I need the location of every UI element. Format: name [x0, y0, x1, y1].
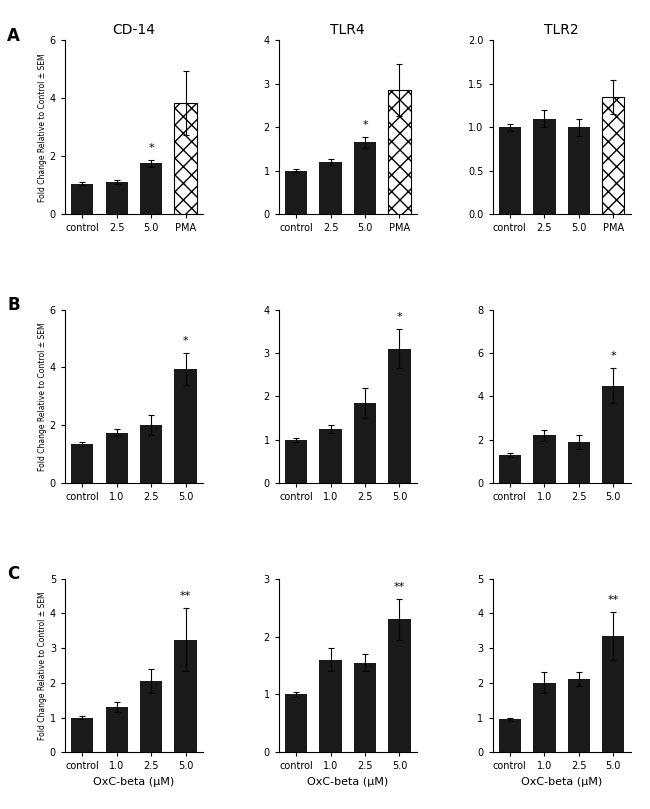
Bar	[533, 435, 556, 483]
Title: TLR2: TLR2	[544, 23, 579, 36]
Bar	[388, 91, 411, 214]
Text: B: B	[7, 296, 20, 314]
Bar	[105, 182, 128, 214]
Bar	[71, 718, 94, 752]
Text: **: **	[180, 591, 191, 601]
Bar	[319, 162, 342, 214]
Text: *: *	[362, 121, 368, 130]
Text: *: *	[610, 351, 616, 362]
X-axis label: OxC-beta (μM): OxC-beta (μM)	[94, 777, 175, 787]
Text: *: *	[183, 336, 188, 346]
Text: **: **	[394, 582, 405, 592]
Y-axis label: Fold Change Relative to Control ± SEM: Fold Change Relative to Control ± SEM	[38, 322, 47, 471]
Bar	[533, 119, 556, 214]
Bar	[567, 680, 590, 752]
Bar	[354, 142, 376, 214]
Bar	[388, 619, 411, 752]
Text: *: *	[396, 312, 402, 322]
Bar	[319, 429, 342, 483]
Bar	[567, 127, 590, 214]
Y-axis label: Fold Change Relative to Control ± SEM: Fold Change Relative to Control ± SEM	[38, 53, 47, 201]
Bar	[140, 163, 162, 214]
Bar	[174, 103, 197, 214]
Bar	[602, 386, 625, 483]
Bar	[71, 444, 94, 483]
Text: A: A	[7, 27, 20, 44]
Bar	[285, 171, 307, 214]
Bar	[174, 369, 197, 483]
Bar	[140, 681, 162, 752]
Bar	[499, 719, 521, 752]
Text: **: **	[608, 595, 619, 605]
Bar	[354, 663, 376, 752]
Text: *: *	[148, 143, 154, 153]
Bar	[140, 426, 162, 483]
X-axis label: OxC-beta (μM): OxC-beta (μM)	[307, 777, 389, 787]
Title: TLR4: TLR4	[330, 23, 365, 36]
Bar	[354, 403, 376, 483]
Bar	[319, 660, 342, 752]
Bar	[533, 683, 556, 752]
Bar	[567, 442, 590, 483]
Bar	[499, 455, 521, 483]
Y-axis label: Fold Change Relative to Control ± SEM: Fold Change Relative to Control ± SEM	[38, 591, 47, 740]
Bar	[285, 694, 307, 752]
Title: CD-14: CD-14	[112, 23, 155, 36]
Bar	[285, 440, 307, 483]
Bar	[499, 127, 521, 214]
Bar	[174, 639, 197, 752]
Bar	[602, 97, 625, 214]
Bar	[71, 184, 94, 214]
Bar	[105, 433, 128, 483]
Bar	[105, 707, 128, 752]
X-axis label: OxC-beta (μM): OxC-beta (μM)	[521, 777, 602, 787]
Text: C: C	[7, 565, 20, 582]
Bar	[602, 636, 625, 752]
Bar	[388, 349, 411, 483]
